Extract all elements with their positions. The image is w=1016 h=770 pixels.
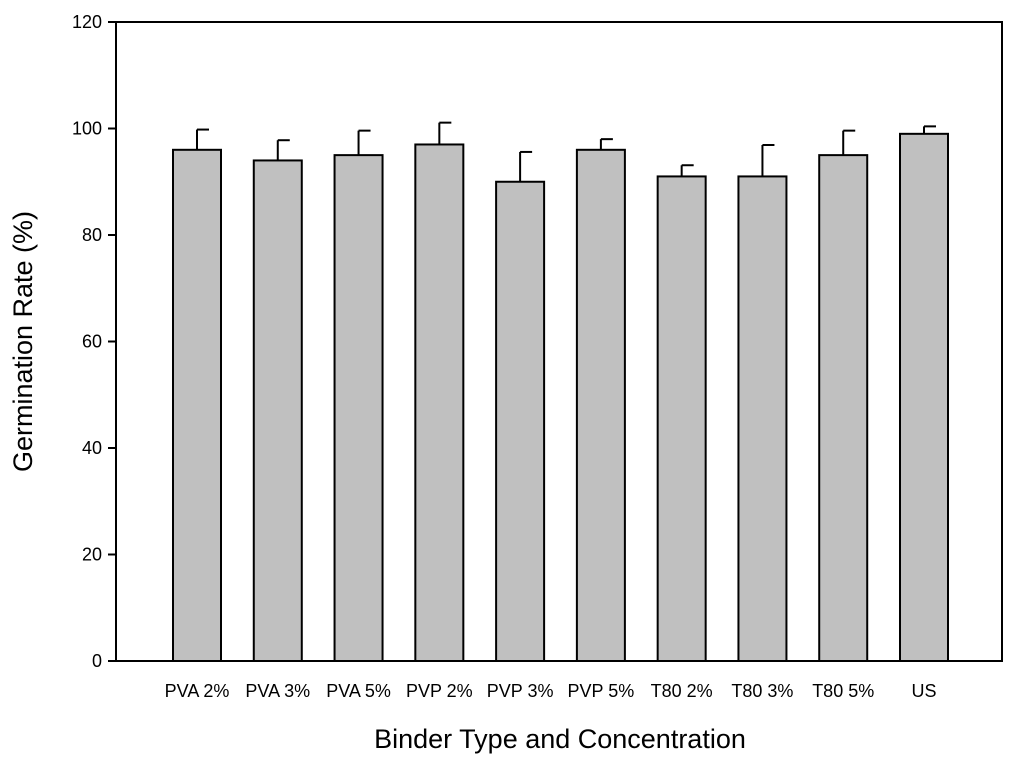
bar (899, 132, 949, 662)
error-bar (196, 128, 209, 150)
x-tick-label: PVP 2% (406, 681, 473, 701)
bar (656, 175, 707, 663)
bar (737, 175, 788, 663)
x-tick-label: PVA 3% (245, 681, 310, 701)
x-tick-label: US (911, 681, 936, 701)
x-axis-tick-labels: PVA 2% PVA 3% PVA 5% PVP 2% PVP 3% PVP 5% T80 … (165, 681, 937, 701)
error-bar (680, 164, 694, 177)
x-tick-label: T80 5% (812, 681, 874, 701)
error-bar (842, 129, 856, 156)
error-bar (761, 144, 775, 177)
y-tick-label: 120 (72, 12, 102, 32)
y-tick-label: 40 (82, 438, 102, 458)
y-tick-label: 80 (82, 225, 102, 245)
error-bar (923, 125, 936, 134)
bar (172, 148, 222, 663)
bar (495, 180, 546, 662)
y-tick-label: 60 (82, 332, 102, 352)
bar (575, 148, 626, 663)
bar (333, 154, 384, 662)
y-axis-title: Germination Rate (%) (8, 211, 38, 472)
error-bar (599, 138, 613, 150)
x-tick-label: PVP 5% (568, 681, 635, 701)
error-bar (438, 121, 452, 145)
bars-group (172, 132, 949, 663)
y-tick-label: 100 (72, 119, 102, 139)
y-tick-label: 20 (82, 545, 102, 565)
error-bar (276, 139, 290, 161)
x-tick-label: T80 3% (731, 681, 793, 701)
bar (414, 143, 465, 663)
x-tick-label: PVA 2% (165, 681, 230, 701)
error-bar (357, 129, 371, 156)
x-tick-label: T80 2% (651, 681, 713, 701)
x-tick-label: PVA 5% (326, 681, 391, 701)
x-tick-label: PVP 3% (487, 681, 554, 701)
plot-frame (115, 21, 1003, 662)
bar (252, 159, 303, 662)
x-axis-title: Binder Type and Concentration (374, 724, 746, 754)
bar (818, 154, 869, 662)
error-bars-group (196, 121, 936, 182)
error-bar (519, 150, 533, 182)
y-axis-ticks: 0 20 40 60 80 100 120 (72, 12, 116, 671)
y-tick-label: 0 (92, 651, 102, 671)
